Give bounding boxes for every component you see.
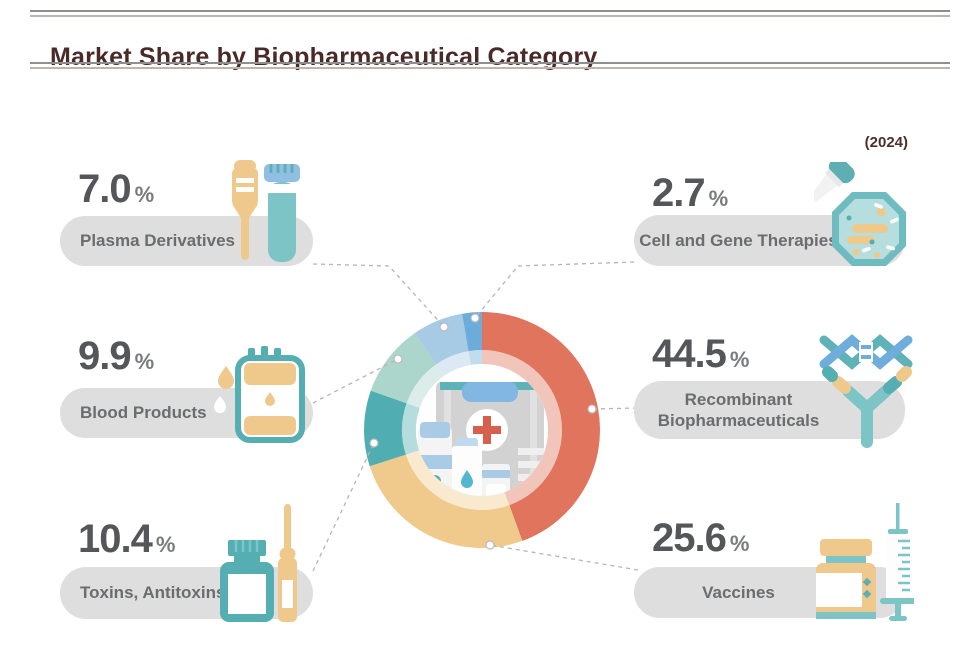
percent-sign: %	[708, 186, 729, 211]
donut-segment-vaccines	[369, 454, 523, 548]
donut-segment-toxins	[363, 390, 407, 467]
connector-dot-recombinant	[587, 404, 597, 414]
donut-segments	[363, 312, 600, 548]
donut-segment-blood	[370, 333, 437, 404]
cell-gene-therapies-icon	[814, 162, 906, 266]
donut-segment-inner-blood	[406, 364, 445, 408]
blood-products-icon	[214, 346, 305, 443]
donut-segment-inner-cellgene	[468, 350, 482, 365]
connector-dot-plasma	[439, 322, 449, 332]
donut-segment-inner-toxins	[401, 403, 420, 455]
card-label: Vaccines	[702, 583, 775, 602]
connector-line-plasma	[312, 263, 445, 328]
percent-sign: %	[134, 349, 155, 374]
blood-bag-icon	[235, 346, 305, 443]
jar-right	[482, 464, 510, 496]
blood-drop-icon	[218, 366, 234, 389]
card-label: Recombinant Biopharmaceuticals	[657, 390, 820, 430]
medical-kit-illustration	[418, 382, 544, 496]
plasma-value: 7.0%	[78, 167, 155, 211]
card-label: Blood Products	[80, 403, 207, 422]
card-label: Plasma Derivatives	[80, 231, 235, 250]
toxins-antitoxins-icon	[220, 504, 297, 622]
vaccine-vial-icon	[816, 539, 876, 619]
percent-sign: %	[134, 182, 155, 207]
connector-dots	[369, 313, 597, 550]
connector-line-toxins	[312, 442, 375, 572]
connector-dot-vaccines	[485, 540, 495, 550]
medicine-bottle-icon	[220, 540, 274, 622]
vaccines-value: 25.6%	[652, 516, 750, 560]
percent-sign: %	[729, 347, 750, 372]
connector-dot-cellgene	[470, 313, 480, 323]
dropper-icon	[232, 160, 258, 260]
antibody-icon	[822, 366, 912, 448]
percent-sign: %	[729, 531, 750, 556]
plasma-derivatives-icon	[232, 160, 300, 262]
syringe-icon	[880, 503, 914, 621]
connector-dot-blood	[393, 354, 403, 364]
card-recombinant-biopharmaceuticals: Recombinant Biopharmaceuticals	[634, 381, 905, 439]
red-cross-icon	[473, 416, 501, 444]
header-rule-bottom	[30, 62, 950, 69]
header-rule-top	[30, 10, 950, 17]
connector-dot-toxins	[369, 438, 379, 448]
white-drop-icon	[214, 396, 226, 413]
recombinant-value: 44.5%	[652, 332, 750, 376]
donut-segment-inner-recombinant	[482, 350, 563, 506]
donut-segment-recombinant	[482, 312, 600, 541]
connector-line-cellgene	[474, 261, 635, 319]
pipette-icon	[814, 162, 855, 203]
percent-sign: %	[155, 532, 176, 557]
donut-segment-inner-vaccines	[405, 450, 510, 511]
connector-line-recombinant	[591, 407, 638, 410]
ampoule-icon	[278, 504, 297, 622]
cellgene-value: 2.7%	[652, 171, 729, 215]
recombinant-biopharmaceuticals-icon	[819, 334, 913, 448]
connector-lines	[312, 261, 639, 572]
year-label: (2024)	[864, 134, 908, 151]
card-label: Toxins, Antitoxins	[80, 583, 226, 602]
petri-dish-icon	[832, 192, 906, 266]
connector-line-vaccines	[489, 544, 639, 571]
kit-handle	[462, 382, 518, 402]
test-tube-icon	[264, 164, 300, 262]
blood-value: 9.9%	[78, 334, 155, 378]
page-title: Market Share by Biopharmaceutical Catego…	[50, 42, 598, 71]
card-label: Cell and Gene Therapies	[639, 231, 838, 250]
donut-segment-inner-plasma	[436, 351, 471, 376]
vaccines-icon	[816, 503, 914, 621]
donut-segment-plasma	[414, 313, 469, 365]
toxins-value: 10.4%	[78, 517, 176, 561]
